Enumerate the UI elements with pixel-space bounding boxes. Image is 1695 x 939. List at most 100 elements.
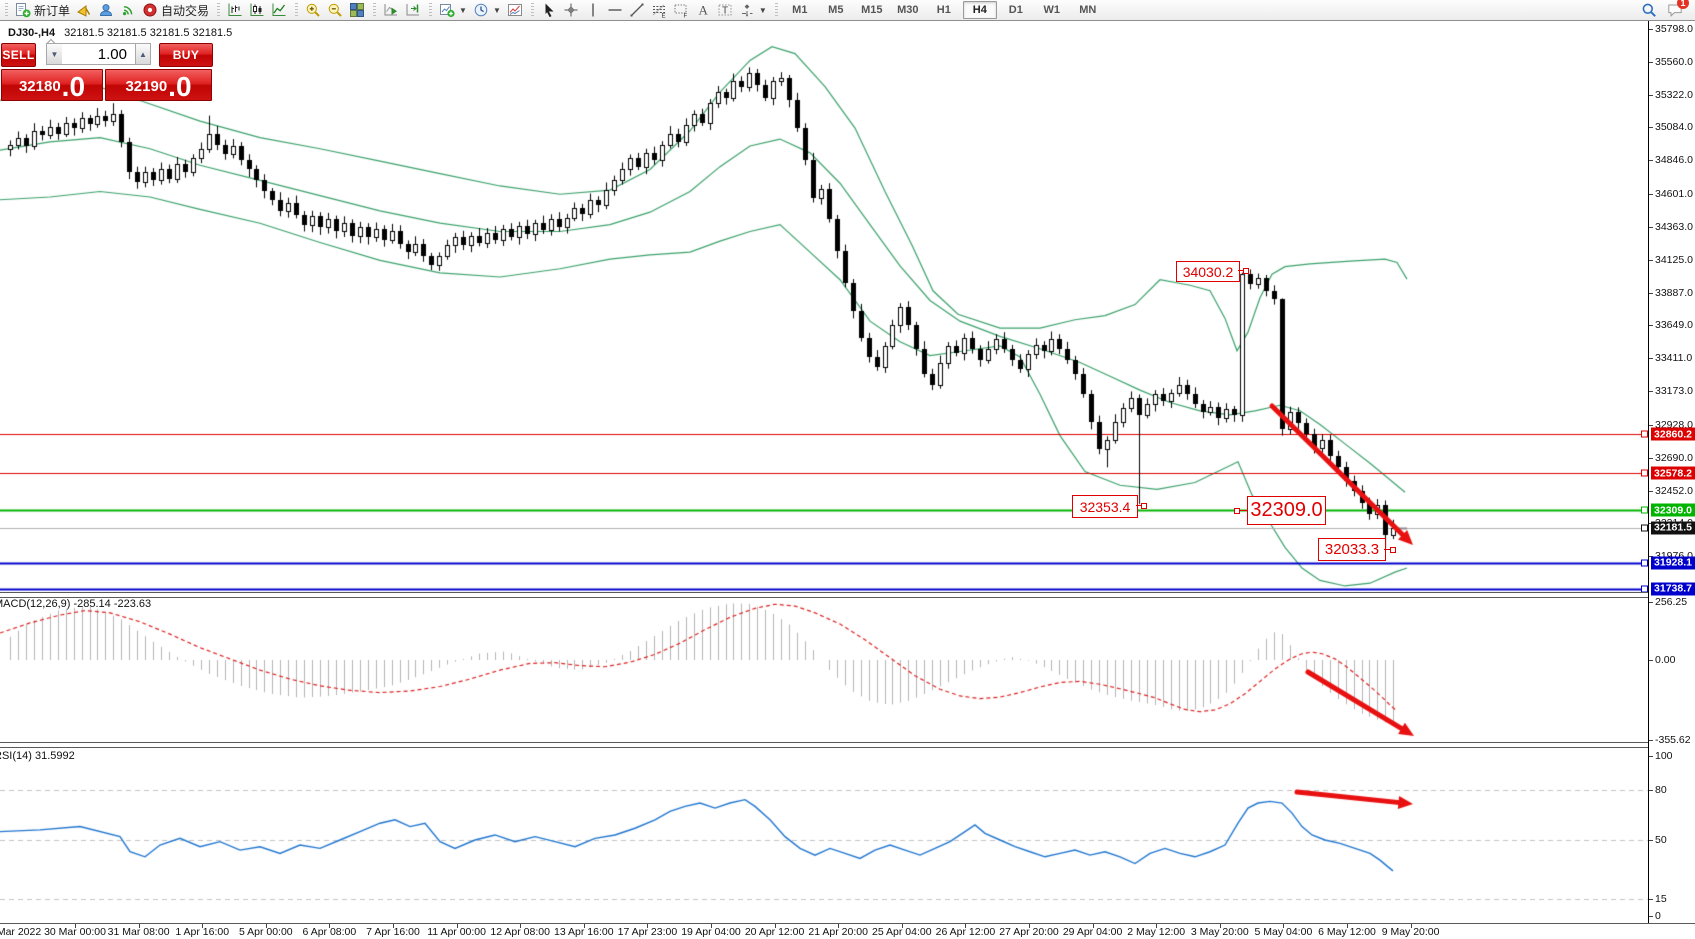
toolbar-button-hline[interactable] bbox=[604, 1, 626, 19]
toolbar-button-auto-scroll[interactable] bbox=[380, 1, 402, 19]
timeframe-d1[interactable]: D1 bbox=[1008, 4, 1023, 16]
toolbar-button-text[interactable]: A bbox=[692, 1, 714, 19]
timeframe-w1[interactable]: W1 bbox=[1043, 4, 1061, 16]
buy-button[interactable]: BUY bbox=[159, 43, 213, 67]
toolbar-button-chart-candles[interactable] bbox=[246, 1, 268, 19]
price-axis[interactable]: 35798.0 35560.0 35322.0 35084.0 34846.0 34601… bbox=[1649, 21, 1695, 923]
chart-ohlc-values: 32181.5 32181.5 32181.5 32181.5 bbox=[64, 27, 233, 39]
price-axis-label: 34601.0 bbox=[1655, 188, 1693, 201]
toolbar-button-megaphone[interactable] bbox=[73, 1, 95, 19]
time-axis-label: 12 Apr 08:00 bbox=[490, 926, 550, 938]
time-axis-label: 5 Apr 00:00 bbox=[238, 926, 293, 938]
toolbar-button-crosshair[interactable] bbox=[560, 1, 582, 19]
price-line-anchor[interactable] bbox=[1641, 559, 1648, 567]
toolbar-button-channel[interactable]: F bbox=[670, 1, 692, 19]
search-icon[interactable] bbox=[1641, 2, 1657, 18]
price-line-anchor[interactable] bbox=[1641, 524, 1648, 532]
price-line-anchor[interactable] bbox=[1641, 469, 1648, 477]
time-axis-tick bbox=[647, 924, 648, 928]
sell-button[interactable]: SELL bbox=[1, 43, 36, 67]
buy-price-pips: .0 bbox=[168, 71, 192, 103]
annotation-connector bbox=[1136, 505, 1141, 506]
macd-axis-label: 256.25 bbox=[1655, 596, 1688, 609]
time-axis-label: 6 May 12:00 bbox=[1318, 926, 1376, 938]
timeframe-m15[interactable]: M15 bbox=[861, 4, 883, 16]
toolbar-button-chart-bars[interactable] bbox=[224, 1, 246, 19]
annotation-anchor[interactable] bbox=[1390, 547, 1396, 553]
chevron-down-icon[interactable]: ▼ bbox=[459, 5, 467, 15]
annotation-price-label[interactable]: 32033.3 bbox=[1318, 538, 1386, 561]
toolbar-button-zoom-out[interactable] bbox=[324, 1, 346, 19]
annotation-anchor[interactable] bbox=[1141, 503, 1147, 509]
price-line-anchor[interactable] bbox=[1641, 430, 1648, 438]
price-axis-tick bbox=[1649, 602, 1653, 604]
rsi-label: RSI(14) 31.5992 bbox=[0, 750, 75, 762]
toolbar-button-signals[interactable] bbox=[117, 1, 139, 19]
volume-decrease-button[interactable]: ▼ bbox=[46, 43, 63, 65]
annotation-anchor[interactable] bbox=[1234, 508, 1240, 514]
timeframe-m30[interactable]: M30 bbox=[897, 4, 919, 16]
chat-icon[interactable]: 1 bbox=[1667, 0, 1689, 18]
annotation-anchor[interactable] bbox=[1243, 268, 1249, 274]
time-axis-tick bbox=[1156, 924, 1157, 928]
toolbar-button-cursor[interactable] bbox=[538, 1, 560, 19]
main-chart-canvas[interactable] bbox=[0, 21, 1648, 592]
timeframe-m1[interactable]: M1 bbox=[792, 4, 808, 16]
toolbar-button-tile-windows[interactable] bbox=[346, 1, 368, 19]
timeframe-h1[interactable]: H1 bbox=[936, 4, 951, 16]
price-badge-32309.0: 32309.0 bbox=[1651, 503, 1695, 517]
pane-separator-macd[interactable] bbox=[0, 592, 1695, 598]
toolbar-button-fibo[interactable]: E bbox=[648, 1, 670, 19]
toolbar-button-chart-line[interactable] bbox=[268, 1, 290, 19]
toolbar-button-community[interactable] bbox=[95, 1, 117, 19]
price-axis-tick bbox=[1649, 61, 1653, 63]
macd-canvas[interactable] bbox=[0, 596, 1648, 742]
megaphone-icon bbox=[76, 2, 92, 18]
toolbar-button-vline[interactable] bbox=[582, 1, 604, 19]
zoom-in-icon bbox=[305, 2, 321, 18]
price-axis-line bbox=[1648, 21, 1649, 923]
time-axis[interactable]: Mar 2022 30 Mar 00:00 31 Mar 08:00 1 Apr 16… bbox=[0, 924, 1695, 939]
annotation-price-label[interactable]: 32309.0 bbox=[1247, 496, 1326, 525]
toolbar-button-label[interactable]: T bbox=[714, 1, 736, 19]
toolbar-button-new-order[interactable]: 新订单 bbox=[12, 1, 73, 19]
timeframe-h4[interactable]: H4 bbox=[962, 1, 997, 19]
price-line-anchor[interactable] bbox=[1641, 585, 1648, 593]
pane-separator-rsi[interactable] bbox=[0, 742, 1695, 748]
toolbar-button-zoom-in[interactable] bbox=[302, 1, 324, 19]
svg-text:T: T bbox=[722, 6, 728, 17]
toolbar-button-chart-shift[interactable] bbox=[402, 1, 424, 19]
volume-increase-button[interactable]: ▲ bbox=[135, 43, 151, 65]
annotation-connector bbox=[1238, 270, 1243, 271]
macd-label: MACD(12,26,9) -285.14 -223.63 bbox=[0, 598, 151, 610]
time-axis-tick bbox=[329, 924, 330, 928]
timeframe-m5[interactable]: M5 bbox=[828, 4, 844, 16]
sell-price-main: 32180 bbox=[18, 78, 61, 95]
rsi-canvas[interactable] bbox=[0, 746, 1648, 923]
time-axis-label: 6 Apr 08:00 bbox=[302, 926, 357, 938]
toolbar-button-shapes[interactable]: ▼ bbox=[736, 1, 770, 19]
time-axis-tick bbox=[1093, 924, 1094, 928]
price-axis-tick bbox=[1649, 840, 1653, 841]
chevron-down-icon[interactable]: ▼ bbox=[758, 5, 767, 15]
rsi-name: RSI(14) bbox=[0, 750, 32, 762]
price-axis-tick bbox=[1649, 898, 1653, 900]
toolbar-button-period-clock[interactable]: ▼ bbox=[470, 1, 504, 19]
toolbar-button-autotrade[interactable]: 自动交易 bbox=[139, 1, 212, 19]
toolbar-button-template[interactable] bbox=[504, 1, 526, 19]
time-axis-label: 9 May 20:00 bbox=[1381, 926, 1440, 938]
toolbar-button-new-chart[interactable]: ▼ bbox=[436, 1, 470, 19]
buy-price-display[interactable]: 32190 .0 bbox=[105, 69, 212, 101]
sell-price-display[interactable]: 32180 .0 bbox=[1, 69, 103, 101]
price-axis-tick bbox=[1649, 739, 1653, 741]
annotation-price-label[interactable]: 32353.4 bbox=[1072, 495, 1138, 518]
chevron-down-icon[interactable]: ▼ bbox=[492, 5, 501, 15]
price-axis-label: 34846.0 bbox=[1655, 154, 1693, 167]
toolbar-button-trendline[interactable] bbox=[626, 1, 648, 19]
volume-input[interactable]: 1.00 bbox=[62, 43, 135, 65]
price-line-anchor[interactable] bbox=[1641, 506, 1648, 514]
price-axis-label: 33887.0 bbox=[1655, 286, 1693, 299]
timeframe-mn[interactable]: MN bbox=[1079, 4, 1097, 16]
time-axis-tick bbox=[902, 924, 903, 928]
annotation-price-label[interactable]: 34030.2 bbox=[1176, 261, 1240, 282]
